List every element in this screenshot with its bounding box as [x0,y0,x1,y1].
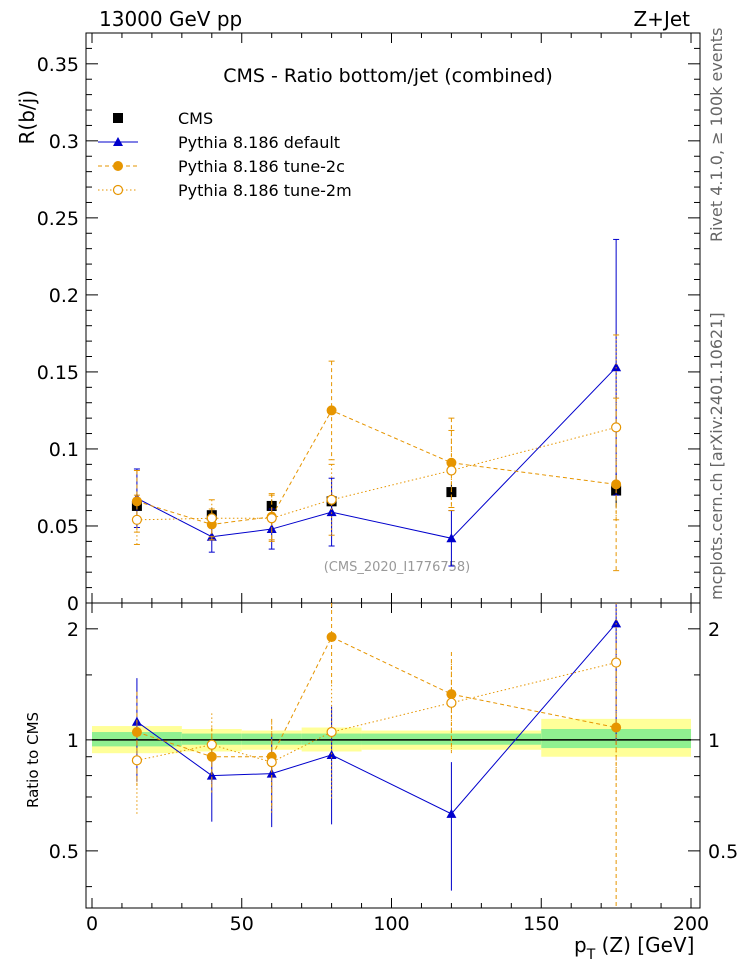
default-ratio-point [266,768,277,778]
series-data [131,473,622,523]
x-axis-label: pT (Z) [GeV] [574,933,694,963]
default-point [611,362,622,372]
x-tick-label: 100 [373,913,409,935]
tune2c-point [131,496,142,507]
default-ratio-point [206,770,217,780]
axes-frames [85,32,701,909]
series-tune2c [131,360,622,908]
y-tick-label: 0.15 [37,362,79,384]
ratio-y-tick-label: 1 [67,730,79,752]
x-tick-label: 50 [230,913,254,935]
tune2m-ratio-point [446,697,457,708]
tune2m-ratio-point [131,755,143,766]
tune2m-ratio-point [206,739,217,750]
ratio-y-tick-label-right: 2 [708,619,720,641]
legend-marker-default [113,137,123,146]
tune2c-ratio-point [326,632,337,643]
tune2c-ratio-point [131,727,142,738]
ratio-frame [85,602,701,909]
analysis-id: (CMS_2020_I1776758) [324,560,471,575]
mcplots-label: mcplots.cern.ch [arXiv:2401.10621] [707,312,726,600]
ratio-uncertainty-band [91,718,692,757]
y-tick-label: 0.05 [37,516,79,538]
tune2m-ratio-point [326,726,337,738]
cms-point [266,500,277,511]
data-series [131,238,622,908]
y-tick-label: 0.2 [49,285,79,307]
legend-marker-tune2m [112,184,124,196]
process-label: Z+Jet [633,7,690,31]
y-tick-label: 0 [67,593,79,615]
tune2m-point [446,465,457,476]
x-label-rest: (Z) [GeV] [595,933,694,957]
tune2c-ratio-point [206,751,217,762]
tune2c-point [326,405,337,416]
x-label-sub: T [586,947,596,963]
default-ratio-point [611,618,622,628]
tune2m-point [206,513,217,524]
default-line-ratio [136,622,617,815]
legend-label-data: CMS [178,109,213,128]
default-point [326,507,337,517]
x-label-p: p [574,933,587,957]
y-tick-label: 0.3 [49,131,79,153]
ratio-y-tick-label: 0.5 [49,841,79,863]
ratio-y-tick-label: 2 [67,619,79,641]
tune2c-line-main [136,409,617,525]
y-axis-label: R(b/j) [15,90,39,145]
chart-title: CMS - Ratio bottom/jet (combined) [223,65,553,87]
legend-marker-data [113,113,123,123]
tune2c-ratio-point [446,689,457,700]
x-tick-label: 0 [86,913,98,935]
legend-label-tune2m: Pythia 8.186 tune-2m [178,181,352,200]
y-tick-label: 0.1 [49,439,79,461]
tune2m-point [611,422,622,433]
ratio-y-tick-label-right: 0.5 [708,841,738,863]
x-tick-label: 150 [523,913,559,935]
tune2m-ratio-point [611,657,622,668]
tune2m-line-main [136,426,617,521]
legend-label-default: Pythia 8.186 default [178,133,340,152]
tune2m-point [326,494,337,505]
legend-marker-tune2c [113,161,123,171]
energy-label: 13000 GeV pp [99,7,242,31]
tune2c-line-ratio [136,636,617,758]
default-ratio-point [326,749,337,759]
y-tick-label: 0.35 [37,54,79,76]
x-tick-label: 200 [673,913,709,935]
y-tick-label: 0.25 [37,208,79,230]
series-tune2m [131,334,622,814]
tune2m-point [131,514,143,525]
tune2m-ratio-point [266,757,277,768]
axis-ticks: 0 50 100 150 200 0 0.05 0.1 0.15 0.2 0.25 0.3 0.35 0.… [37,32,738,935]
ratio-y-axis-label: Ratio to CMS [24,712,42,808]
default-ratio-point [446,808,457,818]
ratio-y-tick-label-right: 1 [708,730,720,752]
legend: CMS Pythia 8.186 default Pythia 8.186 tune… [98,109,352,200]
tune2m-point [266,513,277,524]
legend-label-tune2c: Pythia 8.186 tune-2c [178,157,345,176]
default-point [446,533,457,543]
rivet-label: Rivet 4.1.0, ≥ 100k events [707,28,726,242]
tune2m-line-ratio [136,662,617,763]
default-line-main [136,366,617,539]
